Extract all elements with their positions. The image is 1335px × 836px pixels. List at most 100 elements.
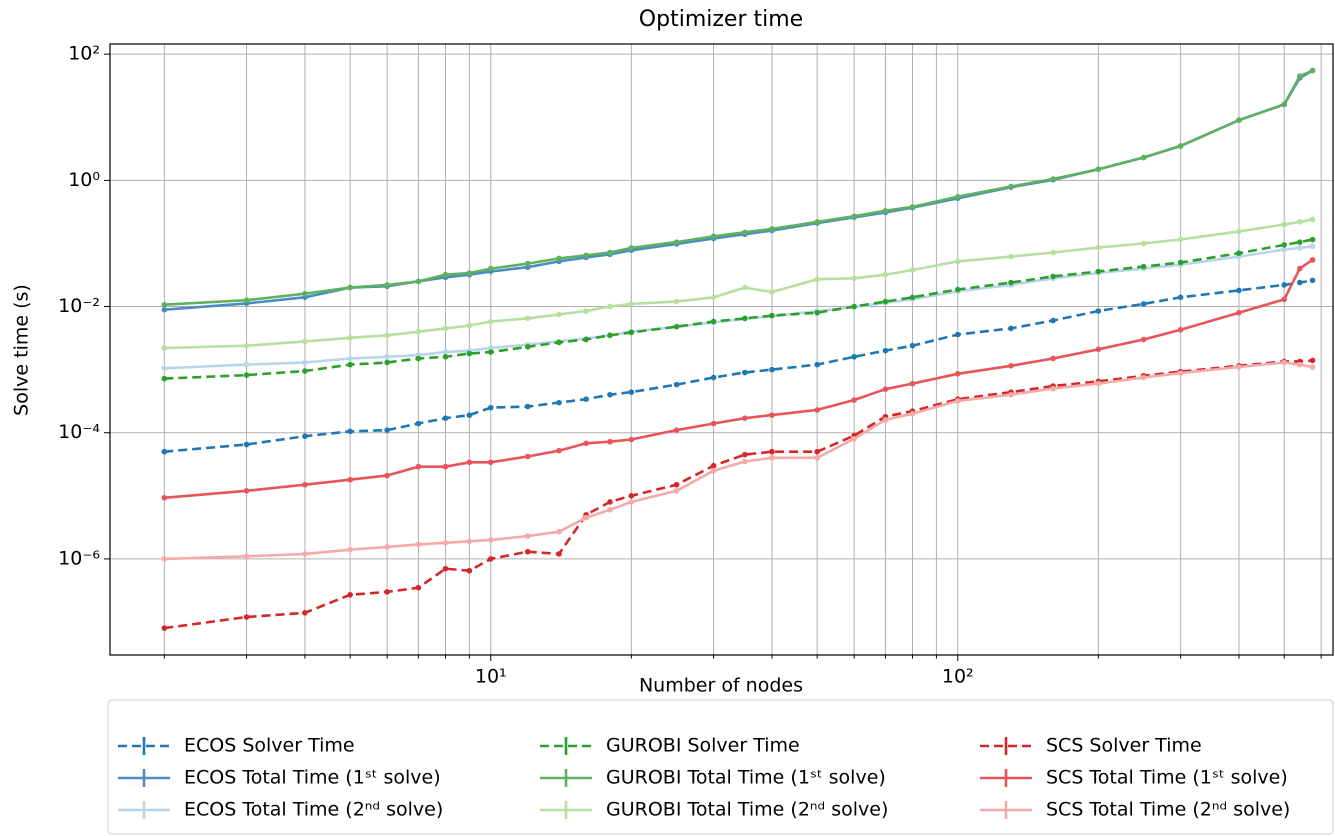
data-point xyxy=(347,591,353,598)
data-point xyxy=(1095,244,1102,251)
series-line xyxy=(164,258,1314,500)
data-point xyxy=(556,399,562,406)
data-point xyxy=(742,369,748,376)
legend-label: ECOS Solver Time xyxy=(184,735,355,757)
data-point xyxy=(769,289,775,295)
data-point xyxy=(1177,259,1184,266)
data-point xyxy=(556,447,562,454)
data-point xyxy=(487,349,494,355)
data-point xyxy=(882,298,889,305)
data-point xyxy=(851,303,857,310)
data-point xyxy=(1050,176,1056,182)
data-point xyxy=(302,290,308,297)
data-point xyxy=(302,609,308,616)
data-point xyxy=(243,297,250,304)
data-point xyxy=(1050,249,1056,256)
data-point xyxy=(161,375,168,382)
y-axis-label: Solve time (s) xyxy=(11,284,33,416)
data-point xyxy=(742,284,748,291)
data-point xyxy=(1281,296,1288,303)
data-point xyxy=(742,315,748,322)
data-point xyxy=(1140,263,1147,270)
data-point xyxy=(243,361,250,368)
legend-label: GUROBI Total Time (1ˢᵗ solve) xyxy=(606,767,886,789)
data-point xyxy=(524,260,531,267)
data-point xyxy=(814,448,820,455)
data-point xyxy=(742,458,748,465)
data-point xyxy=(442,415,449,421)
data-point xyxy=(524,344,531,350)
data-point xyxy=(814,309,820,316)
data-point xyxy=(487,265,494,272)
data-point xyxy=(814,276,820,283)
data-point xyxy=(466,538,473,545)
series-line xyxy=(164,359,1313,630)
data-point xyxy=(161,301,168,308)
data-point xyxy=(583,396,589,403)
data-point xyxy=(710,374,717,381)
data-point xyxy=(882,271,889,278)
data-point xyxy=(415,584,422,591)
series-line xyxy=(164,245,1313,370)
data-point xyxy=(442,349,449,355)
data-point xyxy=(442,271,449,278)
data-point xyxy=(742,451,748,458)
data-point xyxy=(909,294,916,301)
data-point xyxy=(161,306,168,313)
data-point xyxy=(466,270,473,276)
data-point xyxy=(909,342,916,349)
data-point xyxy=(769,455,775,461)
data-point xyxy=(384,427,390,433)
data-point xyxy=(1297,279,1303,286)
data-point xyxy=(1177,326,1184,333)
data-point xyxy=(243,488,250,494)
series-line xyxy=(164,69,1314,306)
data-point xyxy=(1177,370,1184,376)
data-point xyxy=(1309,67,1316,74)
data-point xyxy=(1008,363,1014,369)
data-point xyxy=(1095,380,1102,387)
legend xyxy=(107,699,1334,835)
data-point xyxy=(442,540,449,546)
data-point xyxy=(607,303,613,310)
data-point xyxy=(909,380,916,387)
data-point xyxy=(442,353,449,360)
data-point xyxy=(302,551,308,557)
data-point xyxy=(710,420,717,427)
data-point xyxy=(524,533,531,539)
data-point xyxy=(1095,166,1102,173)
legend-label: SCS Total Time (1ˢᵗ solve) xyxy=(1046,767,1288,789)
data-point xyxy=(851,436,857,442)
data-point xyxy=(384,282,390,288)
series-line xyxy=(164,361,1313,561)
data-point xyxy=(415,328,422,335)
legend-label: GUROBI Solver Time xyxy=(606,735,800,757)
data-point xyxy=(302,433,308,440)
data-point xyxy=(415,420,422,427)
data-point xyxy=(814,361,820,368)
data-point xyxy=(954,370,961,377)
data-point xyxy=(954,398,961,404)
data-point xyxy=(851,213,857,220)
x-tick-label: 10² xyxy=(942,666,974,688)
data-point xyxy=(628,329,635,336)
y-tick-label: 10⁻² xyxy=(58,295,100,317)
data-point xyxy=(1309,364,1316,370)
data-point xyxy=(954,286,961,293)
data-point xyxy=(607,499,613,505)
data-point xyxy=(1050,385,1056,392)
data-point xyxy=(161,625,168,631)
data-point xyxy=(882,207,889,214)
data-point xyxy=(1095,346,1102,353)
data-point xyxy=(243,553,250,560)
data-point xyxy=(628,493,635,499)
data-point xyxy=(673,488,680,494)
data-point xyxy=(1297,73,1303,79)
data-point xyxy=(1281,359,1288,366)
data-point xyxy=(710,233,717,240)
data-point xyxy=(607,391,613,398)
data-point xyxy=(1281,242,1288,248)
legend-items: ECOS Solver Time ECOS Total Time (1ˢᵗ sol… xyxy=(118,735,1290,821)
data-point xyxy=(607,507,613,513)
data-point xyxy=(673,381,680,388)
